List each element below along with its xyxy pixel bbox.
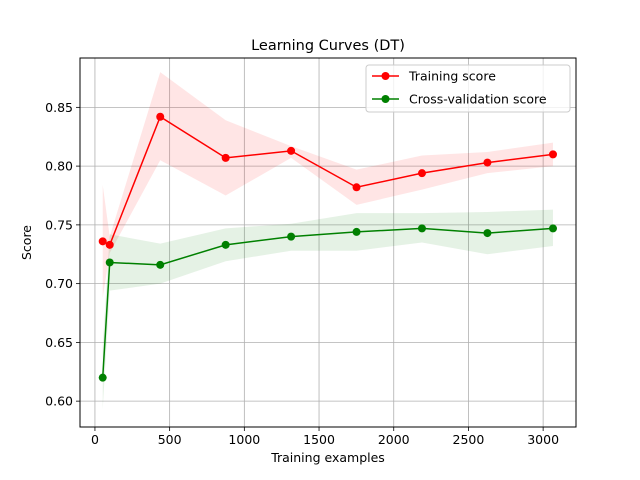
cross-validation-score-point bbox=[105, 258, 114, 267]
training-score-point bbox=[105, 240, 114, 249]
x-tick-label: 0 bbox=[91, 432, 99, 447]
x-tick-label: 500 bbox=[158, 432, 182, 447]
legend-label-cross-validation: Cross-validation score bbox=[409, 92, 547, 107]
cross-validation-score-point bbox=[548, 224, 557, 233]
cross-validation-score-point bbox=[156, 260, 165, 269]
series-markers bbox=[98, 112, 557, 382]
y-tick-label: 0.80 bbox=[45, 159, 73, 174]
cross-validation-score-band bbox=[102, 209, 553, 410]
legend-box bbox=[365, 64, 571, 113]
x-axis-label: Training examples bbox=[270, 450, 385, 465]
training-score-band bbox=[102, 72, 553, 298]
cross-validation-score-point bbox=[221, 240, 230, 249]
legend-label-training: Training score bbox=[408, 69, 496, 84]
training-score-point bbox=[417, 169, 426, 178]
legend-marker-training bbox=[381, 72, 390, 80]
cross-validation-score-point bbox=[483, 229, 492, 238]
confidence-bands bbox=[102, 72, 553, 410]
training-score-point bbox=[221, 153, 230, 162]
y-tick-label: 0.70 bbox=[45, 276, 73, 291]
y-tick-label: 0.65 bbox=[45, 335, 73, 350]
axis-ticks: 0 500 1000 1500 2000 2500 3000 0.60 0.65 0.70 0.75… bbox=[45, 100, 559, 447]
cross-validation-score-point bbox=[352, 227, 361, 236]
training-score-point bbox=[483, 158, 492, 167]
cross-validation-score-point bbox=[98, 373, 107, 382]
y-tick-label: 0.75 bbox=[45, 217, 73, 232]
legend: Training score Cross-validation score bbox=[365, 64, 571, 113]
training-score-point bbox=[287, 146, 296, 155]
cross-validation-score-point bbox=[417, 224, 426, 233]
y-tick-label: 0.85 bbox=[45, 100, 73, 115]
cross-validation-score-point bbox=[287, 232, 296, 241]
chart-title: Learning Curves (DT) bbox=[251, 38, 405, 54]
training-score-point bbox=[156, 112, 165, 121]
y-tick-label: 0.60 bbox=[45, 394, 73, 409]
training-score-point bbox=[98, 237, 107, 246]
training-score-point bbox=[352, 183, 361, 192]
x-tick-label: 3000 bbox=[527, 432, 559, 447]
x-tick-label: 2500 bbox=[453, 432, 485, 447]
x-tick-label: 2000 bbox=[378, 432, 410, 447]
x-tick-label: 1500 bbox=[303, 432, 335, 447]
training-score-point bbox=[548, 150, 557, 159]
plot-frame bbox=[79, 57, 577, 428]
x-tick-label: 1000 bbox=[228, 432, 260, 447]
y-axis-label: Score bbox=[19, 225, 34, 260]
legend-marker-cross-validation bbox=[381, 95, 390, 103]
